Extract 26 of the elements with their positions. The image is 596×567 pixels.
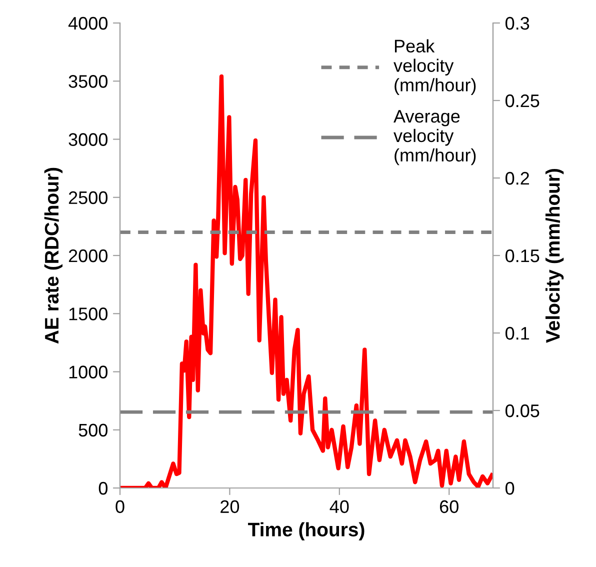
y-axis-title: AE rate (RDC/hour) <box>44 168 62 344</box>
y-tick-label: 1000 <box>69 366 108 378</box>
y-tick-label: 0 <box>98 482 108 495</box>
y2-tick-label: 0.25 <box>506 94 540 108</box>
legend-label: Peak velocity (mm/hour) <box>394 39 476 95</box>
y2-tick-label: 0.3 <box>506 16 530 30</box>
y-tick-label: 3500 <box>68 75 108 88</box>
x-axis-title: Time (hours) <box>248 522 364 540</box>
y2-tick-label: 0.15 <box>506 249 540 262</box>
y2-tick-label: 0.05 <box>506 404 540 418</box>
y-tick-label: 1500 <box>69 308 108 320</box>
y2-tick-label: 0.1 <box>506 326 530 340</box>
x-tick-label: 40 <box>330 500 349 514</box>
y2-tick-label: 0.2 <box>506 172 529 185</box>
y-tick-label: 2000 <box>68 249 108 262</box>
y-tick-label: 2500 <box>68 191 108 204</box>
y-tick-label: 4000 <box>68 16 108 30</box>
x-tick-label: 60 <box>440 500 458 514</box>
y2-axis-title: Velocity (mm/hour) <box>546 168 564 343</box>
line-series <box>120 74 493 488</box>
y2-tick-label: 0 <box>506 482 514 495</box>
x-tick-label: 20 <box>220 500 240 514</box>
y-tick-label: 3000 <box>68 133 108 146</box>
x-tick-label: 0 <box>116 500 124 514</box>
legend-label: Average velocity (mm/hour) <box>394 110 476 166</box>
y-tick-label: 500 <box>78 424 108 437</box>
